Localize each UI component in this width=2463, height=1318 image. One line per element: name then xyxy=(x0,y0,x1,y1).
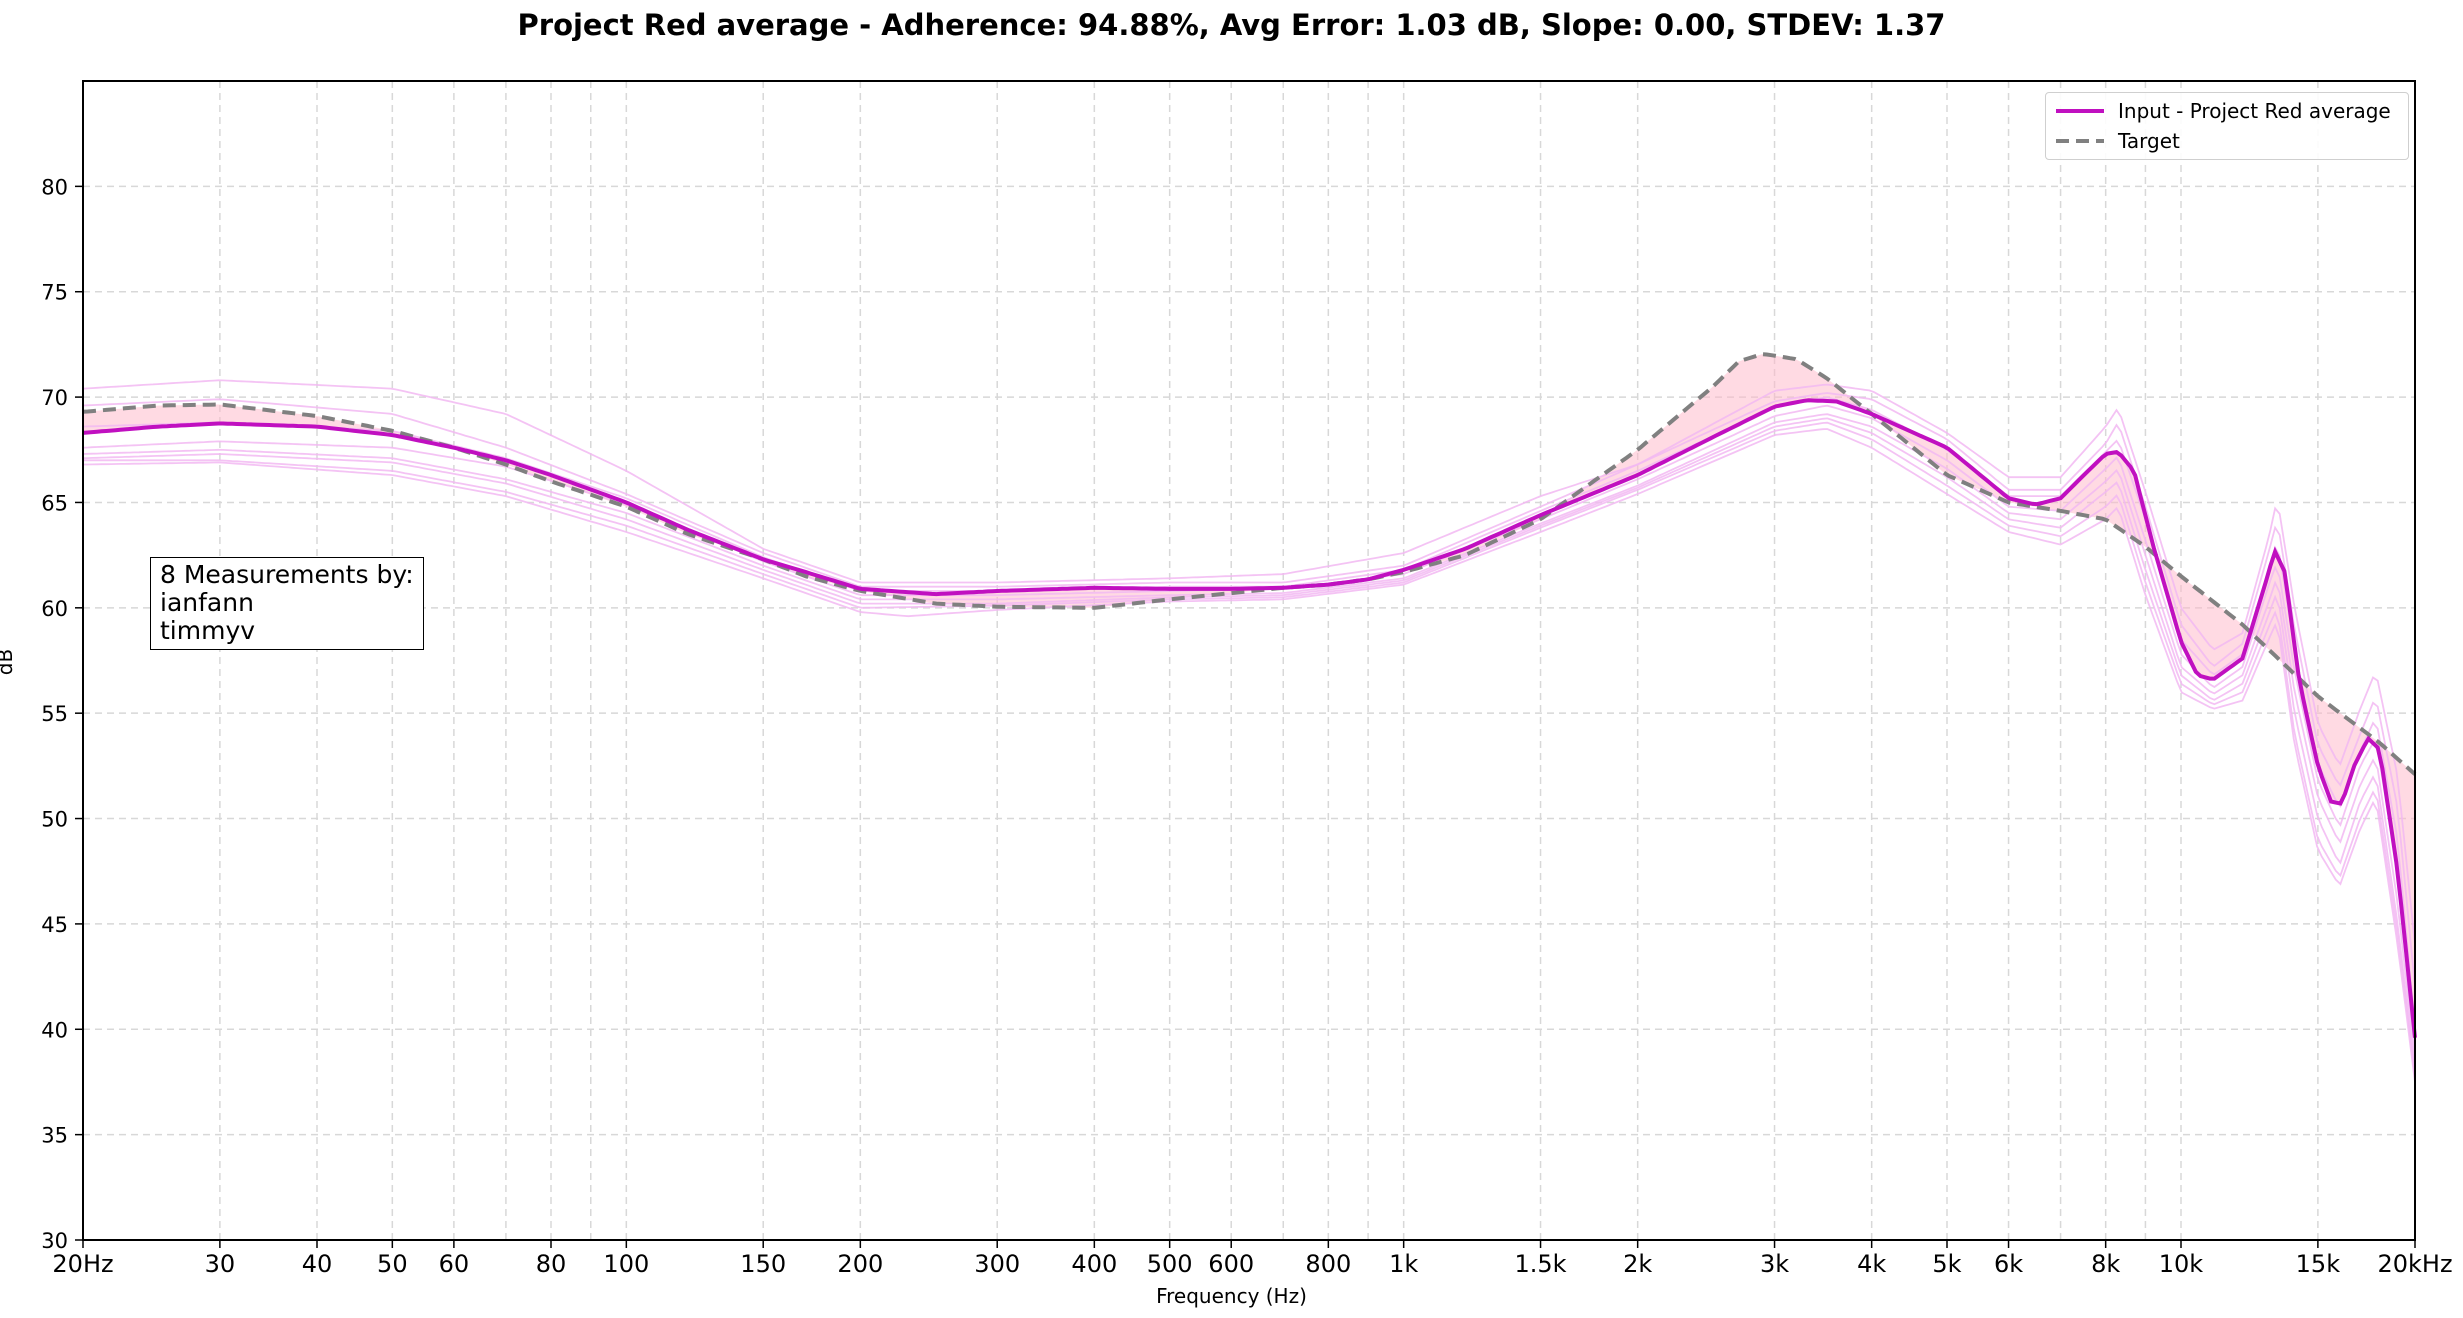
legend-item-input: Input - Project Red average xyxy=(2046,97,2391,125)
x-tick-label: 3k xyxy=(1760,1250,1789,1278)
error-fill-area xyxy=(83,354,2415,1038)
y-tick-label: 55 xyxy=(41,702,68,726)
legend-swatch-input xyxy=(2056,109,2104,113)
y-tick-label: 70 xyxy=(41,386,68,410)
x-tick-label: 30 xyxy=(205,1250,236,1278)
y-tick-label: 30 xyxy=(41,1229,68,1253)
y-tick-label: 60 xyxy=(41,597,68,621)
x-axis-label: Frequency (Hz) xyxy=(1156,1284,1307,1308)
x-tick-label: 6k xyxy=(1994,1250,2023,1278)
x-tick-label: 400 xyxy=(1071,1250,1117,1278)
x-tick-label: 20kHz xyxy=(2377,1250,2452,1278)
x-tick-label: 4k xyxy=(1857,1250,1886,1278)
annotation-author: ianfann xyxy=(160,588,254,617)
legend: Input - Project Red average Target xyxy=(2045,92,2409,160)
tick-labels: 20Hz 30 40 50 60 80 100 150 200 300 400 500 600 800 1k… xyxy=(41,175,2452,1278)
x-tick-label: 60 xyxy=(439,1250,470,1278)
x-tick-label: 40 xyxy=(302,1250,333,1278)
x-tick-label: 600 xyxy=(1208,1250,1254,1278)
y-tick-label: 40 xyxy=(41,1018,68,1042)
measurement-line xyxy=(82,392,2416,988)
measurement-line xyxy=(82,413,2416,1061)
x-tick-label: 15k xyxy=(2296,1250,2341,1278)
x-tick-label: 5k xyxy=(1932,1250,1961,1278)
measurements-annotation: 8 Measurements by: ianfann timmyv xyxy=(150,557,424,650)
legend-label-target: Target xyxy=(2118,129,2180,153)
legend-item-target: Target xyxy=(2046,127,2180,155)
x-tick-label: 200 xyxy=(837,1250,883,1278)
y-tick-label: 35 xyxy=(41,1124,68,1148)
chart-title: Project Red average - Adherence: 94.88%,… xyxy=(517,8,1946,42)
x-tick-label: 150 xyxy=(740,1250,786,1278)
y-axis-label: dB xyxy=(0,648,18,676)
x-tick-label: 10k xyxy=(2159,1250,2204,1278)
x-tick-label: 100 xyxy=(603,1250,649,1278)
y-tick-label: 80 xyxy=(41,175,68,199)
series-lines xyxy=(82,352,2417,1038)
measurement-line xyxy=(82,417,2416,1072)
measurement-line xyxy=(83,428,2416,1083)
x-tick-label: 8k xyxy=(2091,1250,2120,1278)
error-fill xyxy=(83,354,2415,1038)
measurement-line xyxy=(83,421,2416,1076)
y-tick-label: 45 xyxy=(41,913,68,937)
plot-frame xyxy=(82,80,2416,1241)
x-tick-label: 800 xyxy=(1305,1250,1351,1278)
x-tick-label: 500 xyxy=(1147,1250,1193,1278)
annotation-author: timmyv xyxy=(160,616,256,645)
measurement-line xyxy=(82,379,2416,946)
x-tick-label: 1.5k xyxy=(1515,1250,1567,1278)
x-tick-label: 80 xyxy=(536,1250,567,1278)
legend-swatch-target xyxy=(2056,139,2104,143)
legend-label-input: Input - Project Red average xyxy=(2118,99,2391,123)
input-line xyxy=(82,398,2417,1038)
grid xyxy=(83,81,2415,1241)
y-tick-label: 50 xyxy=(41,808,68,832)
y-tick-label: 75 xyxy=(41,281,68,305)
x-tick-label: 50 xyxy=(377,1250,408,1278)
target-line xyxy=(82,352,2417,776)
x-tick-label: 20Hz xyxy=(52,1250,113,1278)
annotation-heading: 8 Measurements by: xyxy=(160,560,414,589)
axes xyxy=(75,80,2416,1248)
x-tick-label: 300 xyxy=(974,1250,1020,1278)
y-tick-label: 65 xyxy=(41,491,68,515)
x-tick-label: 1k xyxy=(1389,1250,1418,1278)
measurement-lines xyxy=(82,379,2416,1083)
x-tick-label: 2k xyxy=(1623,1250,1652,1278)
